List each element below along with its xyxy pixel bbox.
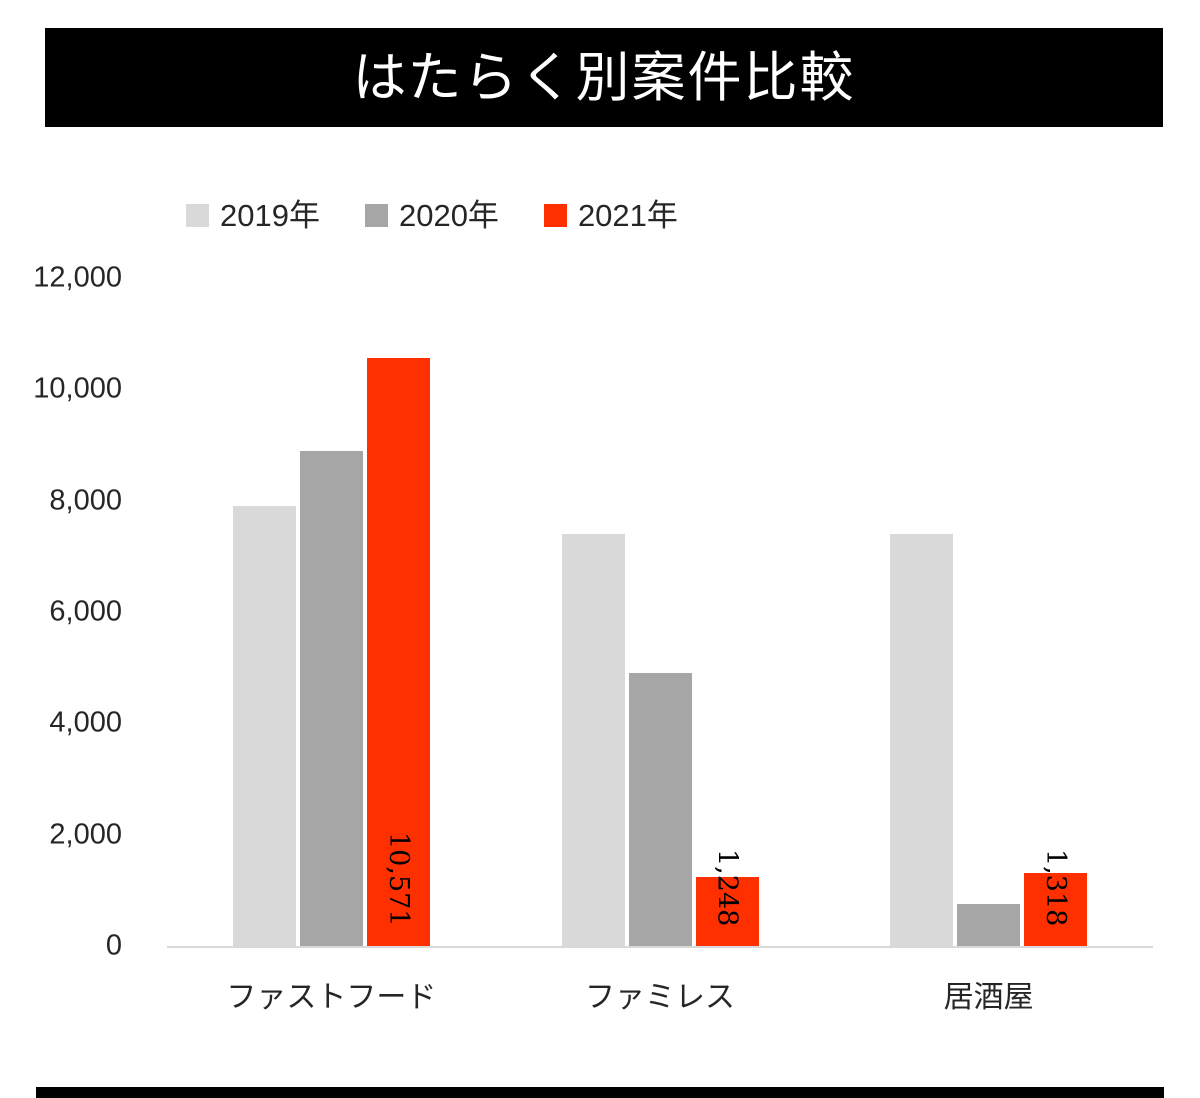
legend-item-2019年: 2019年 (186, 200, 320, 231)
data-label-2021年-居酒屋: 1,318 (1040, 848, 1072, 926)
x-axis-label-ファミレス: ファミレス (585, 981, 735, 1014)
y-axis-tick-label: 8,000 (49, 484, 122, 517)
legend-swatch-icon (543, 203, 567, 227)
bar-2019年-居酒屋 (890, 534, 954, 946)
bar-2020年-居酒屋 (957, 904, 1021, 946)
x-axis-line (167, 946, 1153, 948)
bar-2021年-居酒屋 (1024, 872, 1088, 946)
legend-item-2021年: 2021年 (543, 197, 678, 233)
bar-2021年-ファミレス (695, 876, 759, 946)
bar-2021年-ファストフード (366, 357, 430, 946)
data-label-2021年-ファミレス: 1,248 (711, 848, 743, 926)
legend-label: 2019年 (220, 197, 320, 233)
bar-2020年-ファストフード (299, 450, 363, 946)
y-axis-tick-label: 2,000 (49, 818, 122, 851)
bar-2019年-ファミレス (561, 534, 625, 946)
legend-item-2020年: 2020年 (364, 197, 499, 233)
y-axis-tick-label: 4,000 (49, 706, 122, 739)
bar-2020年-ファミレス (628, 673, 692, 946)
bar-2019年-ファストフード (232, 506, 296, 946)
x-axis-label-ファストフード: ファストフード (226, 981, 437, 1014)
chart-title: はたらく別案件比較 (352, 47, 856, 108)
legend-label: 2020年 (398, 197, 499, 233)
x-axis-label-居酒屋: 居酒屋 (943, 981, 1034, 1014)
y-axis-tick-label: 0 (105, 929, 122, 962)
footer-bar (36, 1087, 1164, 1098)
legend-swatch-icon (186, 203, 209, 227)
y-axis-tick-label: 10,000 (33, 372, 122, 405)
plot-area: 10,571 1,248 1,318 (167, 278, 1153, 948)
data-label-2021年-ファストフード: 10,571 (382, 831, 414, 926)
y-axis-tick-label: 6,000 (49, 595, 122, 628)
legend-swatch-icon (364, 203, 388, 227)
legend: 2019年 2020年 2021年 (186, 198, 678, 232)
legend-label: 2021年 (577, 197, 678, 233)
y-axis-tick-label: 12,000 (33, 261, 122, 294)
title-banner: はたらく別案件比較 (45, 28, 1163, 127)
